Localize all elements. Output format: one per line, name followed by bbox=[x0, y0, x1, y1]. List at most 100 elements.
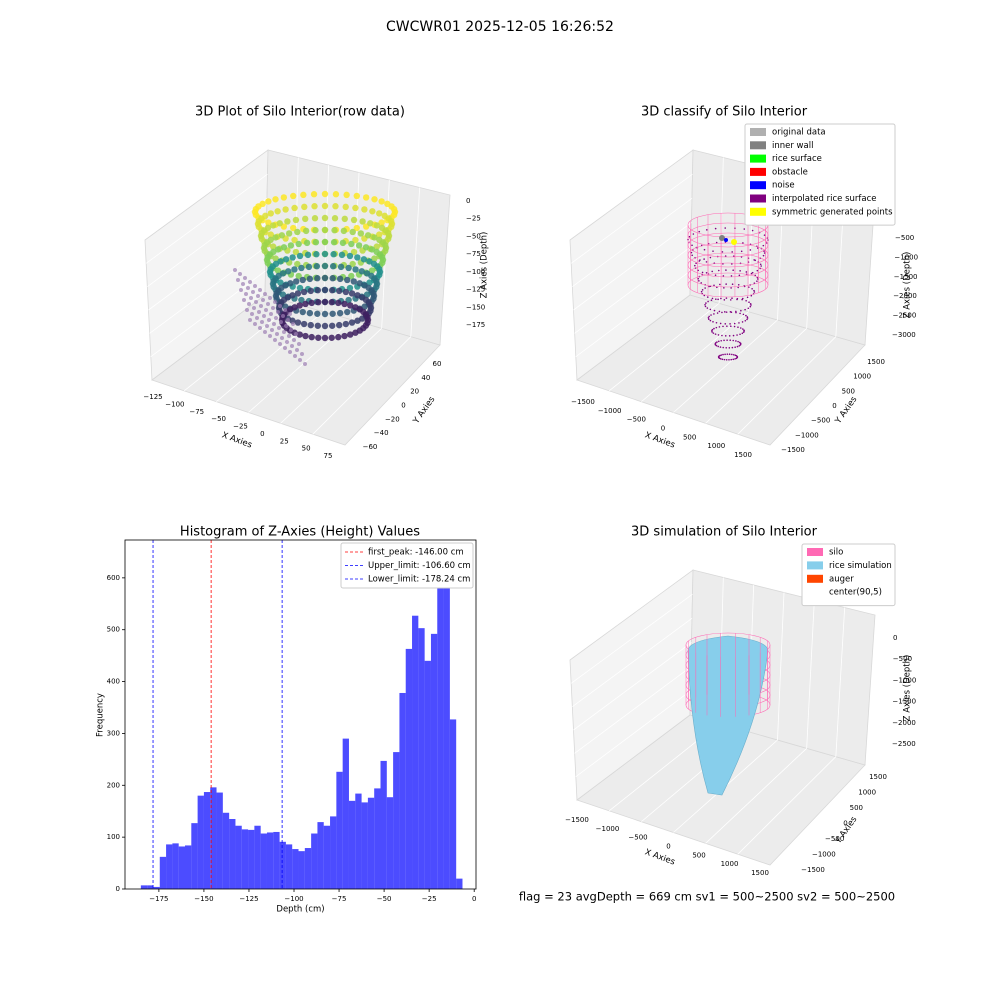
cloud-point bbox=[762, 254, 765, 257]
cloud-point bbox=[736, 345, 739, 348]
legend-label: interpolated rice surface bbox=[772, 194, 877, 204]
cloud-point bbox=[263, 330, 267, 334]
cloud-point bbox=[291, 304, 298, 311]
cloud-point bbox=[708, 318, 710, 321]
cloud-point bbox=[732, 334, 735, 337]
pane-grid bbox=[150, 270, 266, 357]
bar bbox=[323, 825, 331, 889]
bar bbox=[222, 812, 230, 889]
cloud-point bbox=[288, 350, 292, 354]
cloud-point bbox=[361, 303, 368, 310]
cloud-point bbox=[753, 259, 755, 261]
cloud-point bbox=[737, 283, 740, 286]
cloud-point bbox=[705, 271, 708, 274]
cloud-point bbox=[291, 266, 298, 273]
cloud-point bbox=[243, 276, 247, 280]
cloud-point bbox=[723, 339, 725, 342]
cloud-point bbox=[296, 302, 303, 309]
legend-box bbox=[744, 123, 896, 226]
cloud-point bbox=[280, 336, 284, 340]
cloud-point bbox=[321, 298, 329, 306]
cloud-point bbox=[745, 299, 747, 302]
cloud-point bbox=[350, 248, 358, 256]
cloud-point bbox=[358, 268, 365, 275]
cloud-point bbox=[352, 329, 359, 336]
legend-swatch bbox=[750, 181, 766, 190]
x-axis-label: X Axies bbox=[643, 847, 676, 867]
cloud-point bbox=[341, 332, 348, 340]
y-tick-label: 500 bbox=[850, 804, 863, 812]
cloud-point bbox=[360, 256, 368, 263]
cloud-point bbox=[749, 249, 752, 251]
bar bbox=[399, 692, 406, 889]
bar bbox=[172, 843, 179, 889]
panel-title: 3D simulation of Silo Interior bbox=[631, 525, 818, 540]
y-tick-label: 60 bbox=[433, 360, 442, 368]
cloud-point bbox=[376, 265, 383, 273]
cloud-point bbox=[731, 263, 733, 265]
y-tick-label: 600 bbox=[107, 574, 120, 582]
x-tick-label: 1000 bbox=[721, 860, 739, 868]
cloud-point bbox=[698, 280, 700, 282]
cloud-point bbox=[265, 219, 272, 226]
cloud-point bbox=[321, 322, 329, 330]
x-axis-label: X Axies bbox=[220, 430, 253, 450]
bar bbox=[374, 788, 381, 889]
cloud-point bbox=[252, 306, 256, 310]
z-tick-label: −500 bbox=[893, 655, 912, 663]
cloud-point bbox=[725, 269, 727, 271]
pane-grid bbox=[737, 756, 837, 855]
cloud-point bbox=[763, 234, 766, 236]
x-tick-label: 1500 bbox=[734, 451, 752, 459]
cloud-point bbox=[246, 286, 250, 290]
cloud-point bbox=[272, 255, 279, 262]
legend-swatch bbox=[750, 167, 766, 176]
legend-label: silo bbox=[829, 548, 843, 558]
cloud-point bbox=[355, 242, 363, 249]
cloud-point bbox=[718, 326, 721, 328]
cloud-point bbox=[731, 239, 737, 245]
cloud-point bbox=[729, 339, 732, 342]
cloud-point bbox=[722, 275, 725, 277]
cloud-point bbox=[739, 312, 741, 315]
cloud-point bbox=[746, 316, 749, 318]
z-tick-label: −25 bbox=[466, 215, 481, 223]
bar bbox=[386, 797, 394, 889]
bar bbox=[292, 849, 299, 889]
cloud-point bbox=[363, 291, 371, 298]
cloud-point bbox=[294, 228, 301, 236]
pane-grid bbox=[737, 336, 837, 435]
cloud-point bbox=[328, 322, 336, 329]
cloud-point bbox=[741, 328, 744, 330]
y-tick-label: 500 bbox=[842, 387, 855, 395]
cloud-point bbox=[345, 264, 352, 272]
cloud-point bbox=[291, 236, 298, 244]
cloud-point bbox=[349, 228, 356, 236]
cloud-point bbox=[331, 215, 339, 222]
figure-title: CWCWR01 2025-12-05 16:26:52 bbox=[386, 19, 614, 35]
bar bbox=[185, 845, 192, 889]
cloud-point bbox=[734, 354, 737, 357]
bar bbox=[405, 648, 413, 889]
legend-label: Lower_limit: -178.24 cm bbox=[368, 575, 470, 585]
cloud-point bbox=[340, 227, 348, 235]
cloud-point bbox=[321, 262, 329, 270]
pane-grid bbox=[573, 642, 692, 731]
cloud-point bbox=[275, 332, 279, 336]
z-tick-label: −50 bbox=[466, 232, 481, 240]
cloud-point bbox=[321, 310, 329, 318]
cloud-point bbox=[373, 277, 380, 285]
x-tick-label: 0 bbox=[661, 425, 665, 433]
cloud-point bbox=[688, 235, 691, 238]
cloud-point bbox=[739, 344, 742, 346]
bar bbox=[393, 752, 400, 889]
cloud-point bbox=[292, 278, 300, 285]
cloud-point bbox=[713, 313, 715, 315]
cloud-point bbox=[295, 240, 302, 248]
legend-label: Upper_limit: -106.60 cm bbox=[368, 561, 471, 571]
y-tick-label: −500 bbox=[811, 417, 830, 425]
y-tick-label: 1000 bbox=[858, 789, 876, 797]
cloud-point bbox=[748, 286, 750, 288]
bar bbox=[178, 846, 186, 889]
z-axis-label: Z Axies (Depth) bbox=[480, 232, 490, 299]
